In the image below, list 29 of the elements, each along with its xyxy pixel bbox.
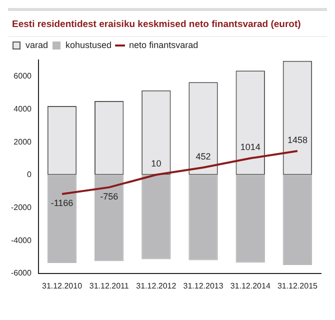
bar — [47, 174, 77, 264]
data-label: 1014 — [240, 142, 260, 152]
x-tick-label: 31.12.2015 — [277, 281, 318, 290]
x-tick-label: 31.12.2014 — [230, 281, 271, 290]
y-tick-label: 4000 — [14, 104, 32, 114]
x-tick-label: 31.12.2012 — [136, 281, 177, 290]
y-tick-label: -4000 — [10, 236, 32, 245]
legend-label: kohustused — [66, 40, 112, 50]
y-tick-label: 6000 — [14, 72, 32, 81]
bar — [142, 174, 171, 260]
y-tick-label: 0 — [27, 170, 32, 180]
x-tick-label: 31.12.2011 — [89, 281, 130, 290]
y-tick-label: -6000 — [10, 268, 32, 278]
y-tick-label: -2000 — [10, 202, 32, 212]
bar — [188, 174, 218, 260]
bar — [236, 174, 265, 263]
data-label: 1458 — [287, 134, 308, 145]
data-label: -1166 — [50, 198, 74, 208]
legend-label: varad — [26, 40, 48, 50]
bar — [282, 174, 312, 266]
data-label: -756 — [100, 191, 118, 202]
x-tick-label: 31.12.2013 — [183, 281, 224, 290]
data-label: 452 — [196, 151, 211, 162]
bar — [94, 174, 124, 262]
data-label: 10 — [151, 158, 162, 169]
legend-label: neto finantsvarad — [129, 40, 198, 50]
chart-title: Eesti residentidest eraisiku keskmised neto finantsvarad (eurot) — [8, 8, 327, 37]
x-tick-label: 31.12.2010 — [42, 281, 83, 290]
y-tick-label: 2000 — [14, 137, 32, 146]
